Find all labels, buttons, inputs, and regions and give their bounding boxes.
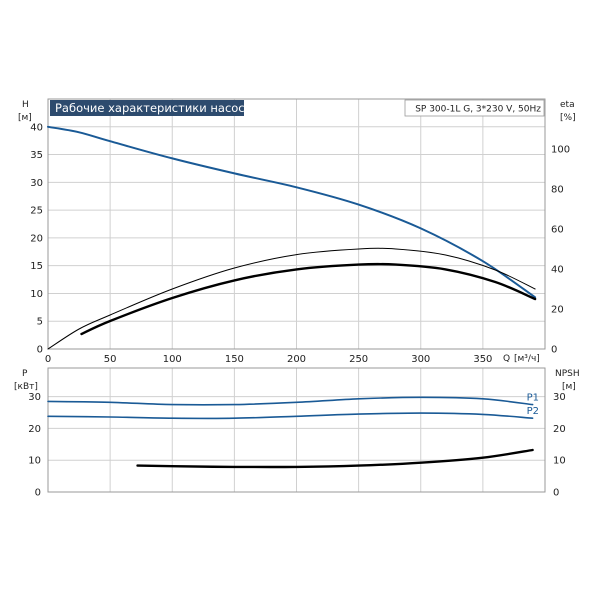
top-tick-labels: 0 50 100 150 200 250 300 350 0 5 10 15 20 25 30 35 40 0 20… <box>30 122 570 365</box>
y-tick-label: 5 <box>37 317 43 328</box>
x-tick-label: 150 <box>225 354 244 365</box>
x-tick-label: 250 <box>349 354 368 365</box>
y-tick-label: 25 <box>30 206 43 217</box>
title-box <box>50 100 244 116</box>
top-series-line-1 <box>47 247 536 350</box>
y-tick-label: 15 <box>30 261 43 272</box>
series-label-p1: P1 <box>527 393 539 404</box>
y-axis-unit: [м] <box>18 113 32 123</box>
model-box <box>404 99 545 117</box>
model-label: SP 300-1L G, 3*230 V, 50Hz <box>415 105 541 115</box>
y-tick-label: 10 <box>30 289 43 300</box>
y-tick-label: 30 <box>30 178 43 189</box>
x-axis-label: Q <box>503 354 510 364</box>
p-tick-label: 0 <box>35 488 41 499</box>
x-tick-label: 50 <box>104 354 117 365</box>
p-axis-label: P <box>22 369 28 379</box>
x-tick-label: 200 <box>287 354 306 365</box>
top-series-line-0 <box>47 125 537 299</box>
top-grid <box>47 99 545 350</box>
y2-tick-label: 40 <box>551 265 564 276</box>
y-tick-label: 35 <box>30 150 43 161</box>
y2-tick-label: 100 <box>551 145 570 156</box>
head-efficiency-panel: Рабочие характеристики насоса SP 300-1L … <box>18 98 576 365</box>
top-series-lines <box>47 125 537 350</box>
y2-axis-label: eta <box>560 100 575 110</box>
y-axis-label: H <box>22 100 29 110</box>
x-tick-label: 0 <box>45 354 51 365</box>
npsh-tick-label: 0 <box>553 488 559 499</box>
bottom-series-line-1 <box>47 412 534 420</box>
p-tick-label: 10 <box>28 456 41 467</box>
bottom-grid <box>47 368 545 493</box>
series-label-p2: P2 <box>527 406 539 417</box>
y-tick-label: 20 <box>30 233 43 244</box>
top-series-line-2 <box>80 262 537 336</box>
p-tick-label: 30 <box>28 392 41 403</box>
bottom-plot-frame <box>47 367 546 493</box>
x-axis-unit: [м³/ч] <box>514 354 540 364</box>
y-tick-label: 40 <box>30 122 43 133</box>
npsh-axis-label: NPSH <box>555 369 580 379</box>
y-tick-label: 0 <box>37 345 43 356</box>
y2-tick-label: 80 <box>551 185 564 196</box>
bottom-series-line-2 <box>136 448 534 469</box>
x-tick-label: 300 <box>411 354 430 365</box>
y2-tick-label: 0 <box>551 345 557 356</box>
y2-tick-label: 60 <box>551 225 564 236</box>
npsh-axis-unit: [м] <box>562 382 576 392</box>
chart-title: Рабочие характеристики насоса <box>55 101 252 115</box>
p-tick-label: 20 <box>28 424 41 435</box>
npsh-tick-label: 10 <box>553 456 566 467</box>
y2-axis-unit: [%] <box>560 113 576 123</box>
x-tick-label: 350 <box>473 354 492 365</box>
bottom-series-line-0 <box>47 396 534 406</box>
x-tick-label: 100 <box>163 354 182 365</box>
npsh-tick-label: 30 <box>553 392 566 403</box>
npsh-tick-label: 20 <box>553 424 566 435</box>
top-plot-frame <box>47 98 546 350</box>
y2-tick-label: 20 <box>551 305 564 316</box>
bottom-tick-labels: 0 10 20 30 0 10 20 30 <box>28 392 565 498</box>
p-axis-unit: [кВт] <box>14 382 38 392</box>
